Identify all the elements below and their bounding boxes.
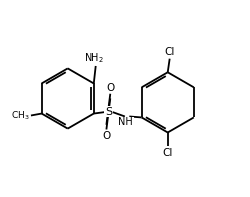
Text: CH$_3$: CH$_3$ (11, 109, 30, 122)
Text: NH: NH (118, 117, 133, 127)
Text: O: O (106, 83, 114, 93)
Text: S: S (105, 107, 112, 117)
Text: Cl: Cl (162, 148, 173, 158)
Text: NH$_2$: NH$_2$ (84, 51, 104, 65)
Text: O: O (102, 131, 110, 141)
Text: Cl: Cl (164, 47, 175, 57)
